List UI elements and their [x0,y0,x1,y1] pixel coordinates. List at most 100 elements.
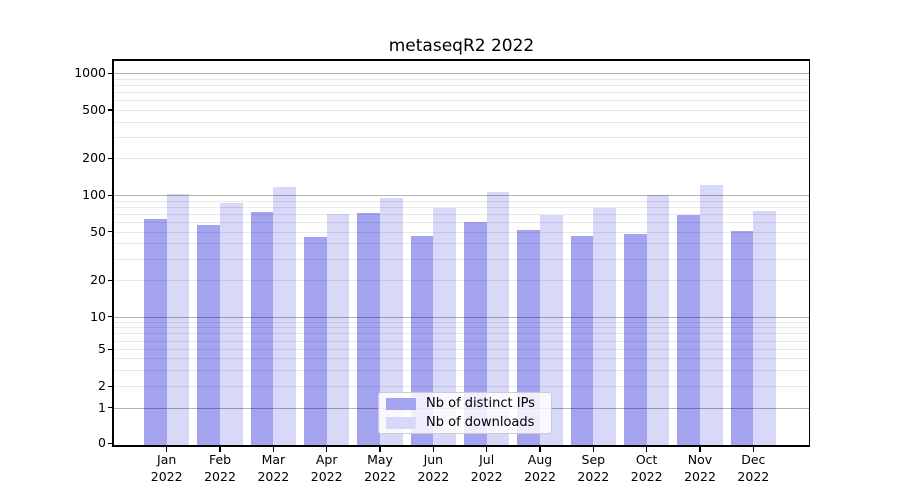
x-tick-dec [752,447,755,452]
gridline-300 [114,136,809,138]
legend-swatch-downloads [386,416,416,429]
top-spine [112,59,810,61]
gridline-40 [114,243,809,245]
y-tick-200 [107,157,112,160]
legend-label-downloads: Nb of downloads [426,415,535,430]
x-tick-oct [646,447,648,452]
gridline-9 [114,321,809,323]
y-tick-100 [107,194,112,196]
x-tick-apr [326,447,328,452]
x-tick-jul [486,447,488,452]
y-tick-label-200: 200 [82,150,106,166]
gridline-90 [114,200,809,202]
legend-item-distinct-ips: Nb of distinct IPs [379,396,551,412]
gridline-1000 [114,73,809,75]
x-tick-sep [592,447,595,452]
x-tick-label-apr: Apr 2022 [310,452,343,484]
bar-aug-downloads [540,215,563,446]
gridline-3 [114,369,809,371]
gridline-60 [114,221,809,223]
x-tick-label-may: May 2022 [364,452,396,484]
y-tick-10 [107,316,112,318]
x-tick-label-feb: Feb 2022 [204,452,236,484]
x-tick-label-mar: Mar 2022 [257,452,290,484]
right-spine [808,59,811,447]
x-tick-nov [699,447,701,452]
gridline-800 [114,85,809,87]
bar-mar-distinct-ips [250,212,274,446]
legend-item-downloads: Nb of downloads [379,415,551,431]
y-tick-20 [107,279,112,281]
y-tick-500 [107,109,112,111]
bar-feb-distinct-ips [197,224,221,446]
gridline-5 [114,349,809,350]
y-tick-label-0: 0 [98,435,106,450]
y-tick-1 [107,407,112,409]
y-tick-label-50: 50 [90,223,106,239]
y-tick-label-100: 100 [82,187,106,202]
bar-nov-distinct-ips [677,215,700,446]
gridline-100 [114,195,809,196]
x-tick-jan [166,447,168,452]
y-axis-spine [112,59,114,447]
gridline-900 [114,78,809,80]
gridline-6 [114,340,809,342]
x-tick-label-jun: Jun 2022 [417,452,450,484]
x-tick-label-sep: Sep 2022 [577,452,610,484]
gridline-700 [114,92,809,94]
chart-title: metaseqR2 2022 [388,36,535,56]
gridline-2 [114,386,809,387]
x-tick-jun [432,447,435,452]
gridline-10 [114,316,809,318]
bar-oct-distinct-ips [624,233,647,446]
bar-jul-downloads [486,192,510,446]
legend-swatch-distinct-ips [386,397,416,410]
bar-dec-downloads [753,210,776,446]
gridline-500 [114,109,809,111]
y-tick-label-20: 20 [90,272,106,288]
gridline-7 [114,333,809,335]
bar-oct-downloads [646,195,670,446]
y-tick-label-2: 2 [98,378,106,393]
x-tick-label-nov: Nov 2022 [684,452,716,484]
y-tick-1000 [107,72,112,75]
y-tick-5 [107,348,112,350]
y-tick-50 [107,231,112,233]
bar-apr-downloads [326,213,350,446]
y-tick-label-1: 1 [98,399,106,415]
x-axis-spine [112,445,810,447]
bar-aug-distinct-ips [517,229,540,446]
bar-jan-distinct-ips [144,219,167,446]
gridline-200 [114,158,809,160]
gridline-70 [114,213,809,215]
y-tick-0 [107,442,112,444]
gridline-4 [114,358,809,359]
y-tick-label-1000: 1000 [74,65,106,81]
y-tick-label-5: 5 [98,341,106,356]
bar-dec-distinct-ips [730,230,754,446]
x-tick-feb [219,447,221,452]
bar-sep-downloads [593,208,616,446]
x-tick-aug [539,447,541,452]
bar-may-downloads [380,198,403,446]
gridline-80 [114,206,809,208]
gridline-20 [114,280,809,282]
legend-label-distinct-ips: Nb of distinct IPs [426,396,535,411]
legend: Nb of distinct IPs Nb of downloads [378,392,552,434]
gridline-8 [114,327,809,329]
bar-apr-distinct-ips [304,237,327,446]
y-tick-label-10: 10 [90,308,106,324]
bar-mar-downloads [273,187,296,446]
x-tick-label-jul: Jul 2022 [470,452,503,484]
bar-jun-downloads [433,208,456,446]
x-tick-label-aug: Aug 2022 [524,452,556,484]
y-tick-2 [107,385,112,387]
x-tick-label-oct: Oct 2022 [630,452,663,484]
y-tick-label-500: 500 [82,101,106,117]
gridline-600 [114,100,809,102]
bar-jul-distinct-ips [464,221,487,446]
